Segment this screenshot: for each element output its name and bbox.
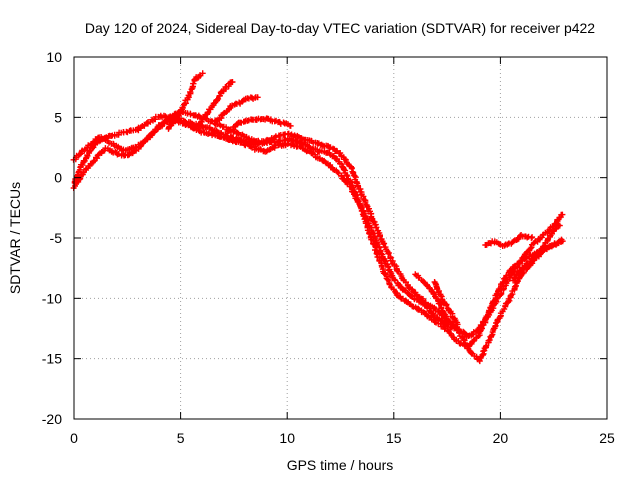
y-tick-labels: -20 -15 -10 -5 0 5 10 — [42, 49, 62, 427]
series-markers — [412, 271, 450, 324]
x-axis-label: GPS time / hours — [287, 457, 394, 473]
series-markers — [165, 70, 206, 132]
series-markers — [482, 232, 536, 249]
x-tick-label: 20 — [493, 430, 509, 446]
series-markers — [431, 279, 461, 328]
series-markers — [510, 222, 563, 284]
x-tick-label: 25 — [599, 430, 615, 446]
x-tick-label: 15 — [386, 430, 402, 446]
series — [165, 70, 206, 132]
x-tick-label: 5 — [177, 430, 185, 446]
x-tick-label: 0 — [70, 430, 78, 446]
series — [194, 79, 236, 130]
chart-title: Day 120 of 2024, Sidereal Day-to-day VTE… — [85, 20, 595, 36]
series — [224, 115, 294, 135]
x-tick-labels: 0 5 10 15 20 25 — [70, 430, 615, 446]
y-tick-label: 5 — [54, 109, 62, 125]
series — [482, 232, 536, 249]
series — [510, 222, 563, 284]
y-axis-label: SDTVAR / TECUs — [7, 182, 23, 294]
series-markers — [211, 94, 261, 125]
y-tick-label: 10 — [46, 49, 62, 65]
series — [412, 271, 450, 324]
series-markers — [71, 112, 566, 350]
y-tick-label: -10 — [42, 290, 62, 306]
y-tick-label: -15 — [42, 351, 62, 367]
series-markers — [224, 115, 294, 135]
series-markers — [194, 79, 236, 130]
data-series — [70, 70, 566, 365]
ticks — [73, 56, 608, 420]
y-tick-label: -5 — [50, 230, 63, 246]
y-tick-label: 0 — [54, 170, 62, 186]
x-tick-label: 10 — [279, 430, 295, 446]
series — [211, 94, 261, 125]
series — [71, 112, 566, 350]
y-tick-label: -20 — [42, 411, 62, 427]
series — [431, 279, 461, 328]
